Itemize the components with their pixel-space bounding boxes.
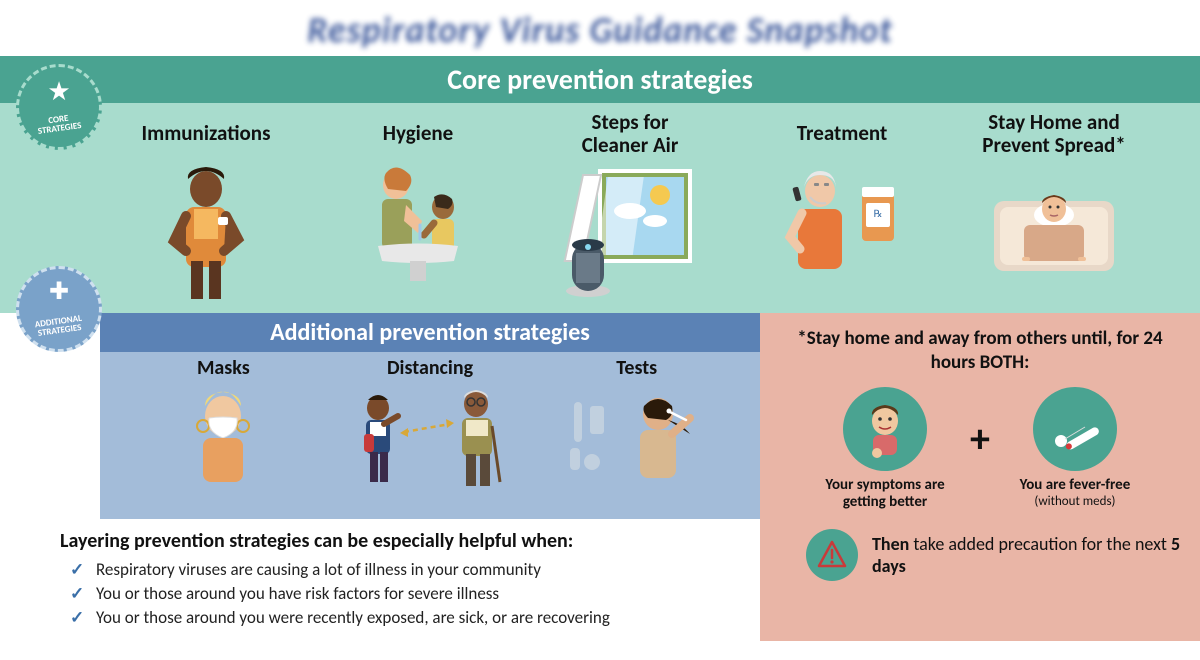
then-row: Then take added precaution for the next … — [776, 529, 1184, 581]
add-item-masks: Masks — [120, 356, 327, 492]
core-label: Immunizations — [100, 111, 312, 157]
layering-list: Respiratory viruses are causing a lot of… — [60, 559, 740, 628]
core-badge-text: CORESTRATEGIES — [18, 110, 100, 139]
left-column: Additional prevention strategies Masks — [0, 313, 760, 641]
add-item-tests: Tests — [533, 356, 740, 492]
symptoms-icon — [843, 387, 927, 471]
masks-icon — [120, 382, 327, 492]
warning-icon — [806, 529, 858, 581]
stay-home-title: *Stay home and away from others until, f… — [776, 327, 1184, 375]
core-banner: Core prevention strategies — [0, 56, 1200, 103]
core-section: CORESTRATEGIES Core prevention strategie… — [0, 56, 1200, 313]
plus-icon: + — [970, 414, 990, 463]
add-label: Tests — [533, 356, 740, 380]
core-label: Treatment — [736, 111, 948, 157]
tests-icon — [533, 382, 740, 492]
hygiene-icon — [312, 161, 524, 301]
criterion-subtext: (without meds) — [1000, 494, 1150, 509]
core-items-row: Immunizations Hygiene — [0, 103, 1200, 303]
add-label: Masks — [120, 356, 327, 380]
cleaner-air-icon — [524, 161, 736, 301]
core-item-treatment: Treatment ℞ — [736, 111, 948, 301]
then-rest: take added precaution for the next — [909, 533, 1171, 555]
core-label: Hygiene — [312, 111, 524, 157]
core-badge: CORESTRATEGIES — [16, 64, 102, 150]
core-item-cleaner-air: Steps forCleaner Air — [524, 111, 736, 301]
layering-box: Layering prevention strategies can be es… — [0, 519, 760, 641]
core-label: Steps forCleaner Air — [524, 111, 736, 157]
svg-text:℞: ℞ — [874, 207, 883, 220]
layering-bullet: You or those around you have risk factor… — [70, 583, 740, 604]
criterion-text: You are fever-free — [1000, 477, 1150, 494]
page-title: Respiratory Virus Guidance Snapshot — [0, 0, 1200, 56]
stay-home-panel: *Stay home and away from others until, f… — [760, 313, 1200, 641]
stay-home-icon — [948, 161, 1160, 301]
layering-title: Layering prevention strategies can be es… — [60, 529, 740, 553]
then-bold: Then — [872, 533, 909, 555]
criterion-fever: You are fever-free (without meds) — [1000, 387, 1150, 509]
treatment-icon: ℞ — [736, 161, 948, 301]
immunizations-icon — [100, 161, 312, 301]
layering-bullet: You or those around you were recently ex… — [70, 607, 740, 628]
layering-bullet: Respiratory viruses are causing a lot of… — [70, 559, 740, 580]
additional-badge: ADDITIONALSTRATEGIES — [16, 266, 102, 352]
additional-items-row: Masks Distancing — [100, 352, 760, 519]
add-item-distancing: Distancing — [327, 356, 534, 492]
criterion-text: Your symptoms are getting better — [810, 477, 960, 512]
core-item-stay-home: Stay Home andPrevent Spread* — [948, 111, 1160, 301]
lower-row: Additional prevention strategies Masks — [0, 313, 1200, 641]
additional-banner: Additional prevention strategies — [100, 313, 760, 352]
add-label: Distancing — [327, 356, 534, 380]
core-item-hygiene: Hygiene — [312, 111, 524, 301]
criterion-symptoms: Your symptoms are getting better — [810, 387, 960, 512]
thermometer-icon — [1033, 387, 1117, 471]
additional-badge-text: ADDITIONALSTRATEGIES — [18, 312, 100, 341]
then-text: Then take added precaution for the next … — [872, 533, 1184, 578]
core-label: Stay Home andPrevent Spread* — [948, 111, 1160, 157]
criteria-row: Your symptoms are getting better + You a… — [776, 387, 1184, 512]
distancing-icon — [327, 382, 534, 492]
core-item-immunizations: Immunizations — [100, 111, 312, 301]
